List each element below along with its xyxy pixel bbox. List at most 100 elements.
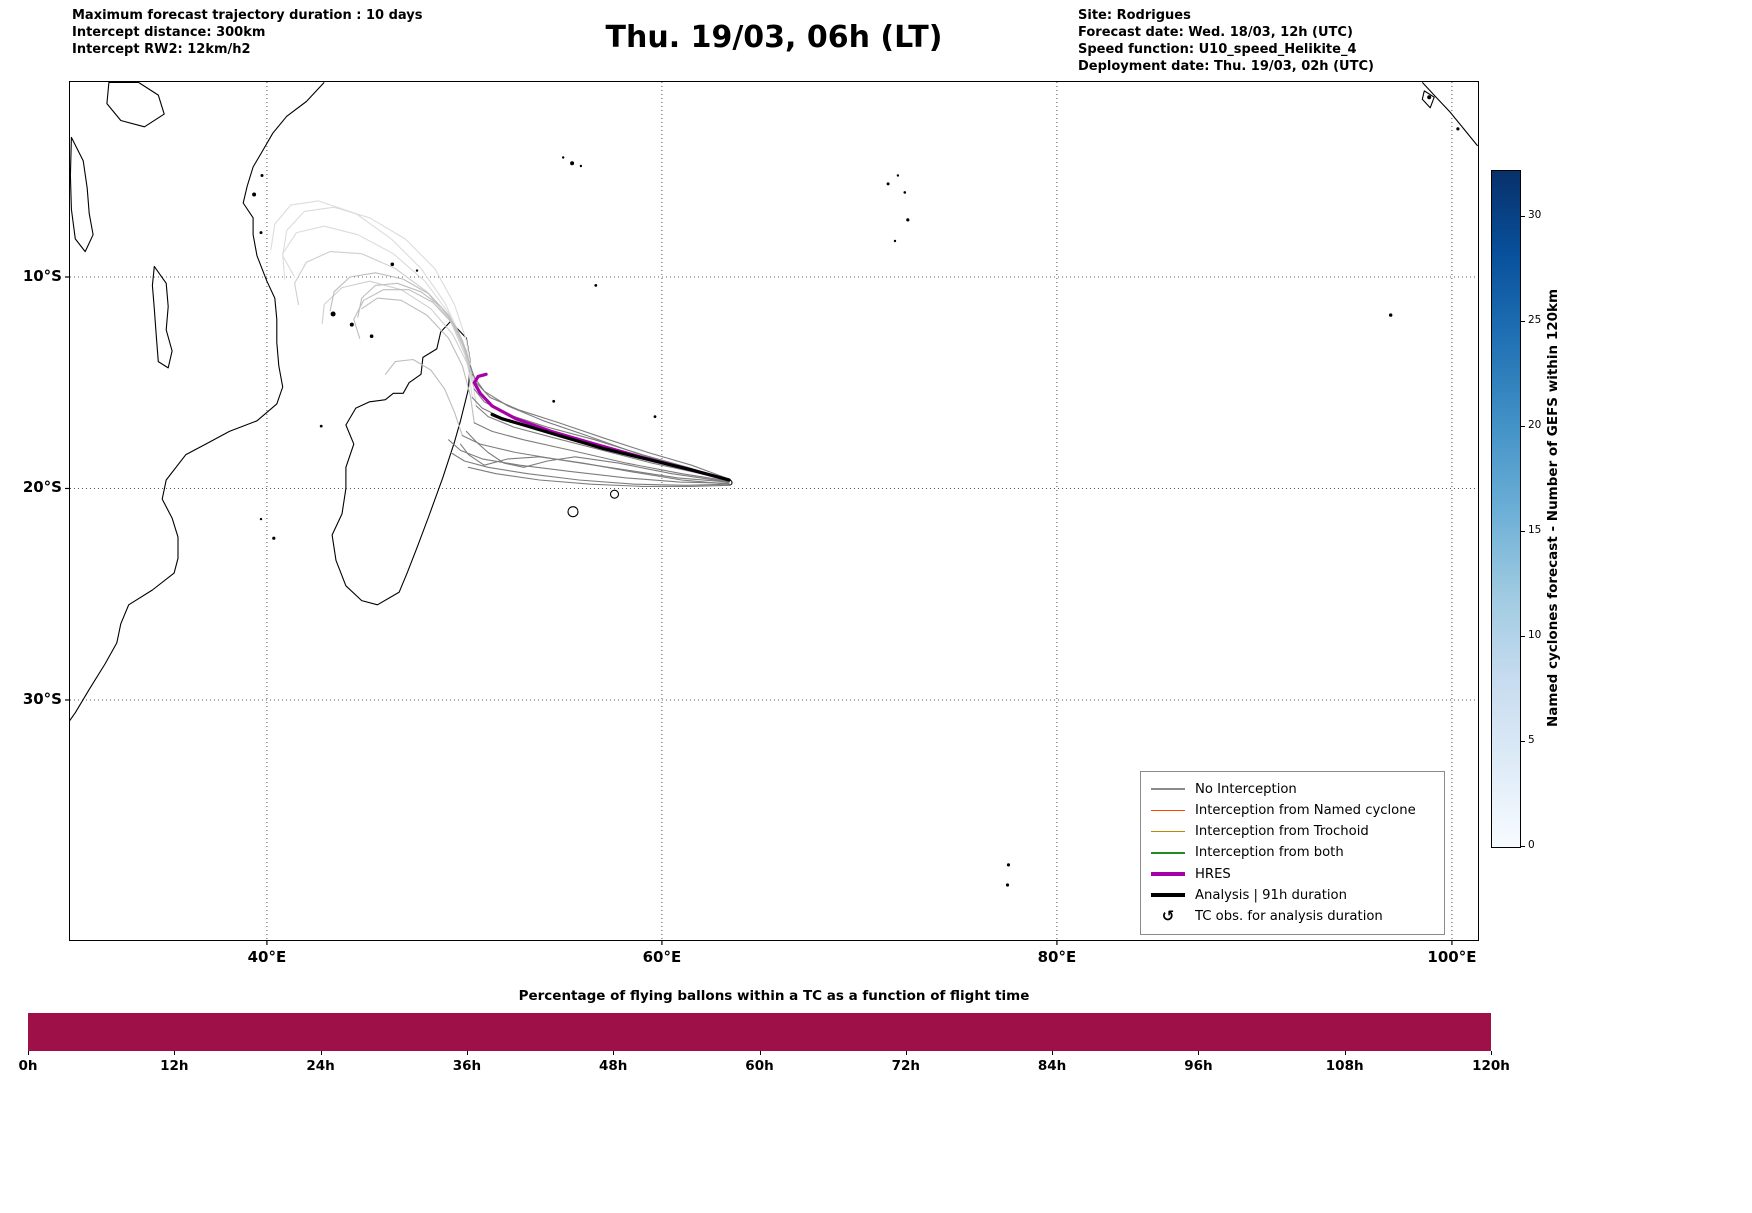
x-tick-label: 100°E	[1427, 948, 1477, 966]
gefs-trajectory	[475, 405, 730, 481]
small-island	[349, 322, 354, 327]
black-line-sample-icon	[1151, 887, 1185, 903]
x-tick-label: 40°E	[247, 948, 287, 966]
intercept-rw2-text: Intercept RW2: 12km/h2	[72, 42, 251, 57]
site-text: Site: Rodrigues	[1078, 8, 1191, 23]
y-tick-label: 20°S	[22, 478, 62, 497]
colorbar-label: Named cyclones forecast - Number of GEFS…	[1545, 288, 1561, 728]
colorbar-tick-label: 15	[1528, 524, 1542, 537]
map-legend: No Interception Interception from Named …	[1140, 770, 1445, 935]
bottom-tick-mark	[320, 1051, 322, 1055]
small-island	[319, 424, 323, 428]
x-tick-label: 60°E	[642, 948, 682, 966]
cyclone-obs-icon: ↺	[1161, 907, 1175, 926]
legend-label: Interception from Named cyclone	[1195, 802, 1416, 818]
small-island	[552, 399, 556, 403]
colorbar-tick-mark	[1520, 846, 1525, 848]
small-island	[594, 284, 598, 287]
trajectory-map	[65, 81, 1479, 945]
bottom-tick-label: 12h	[160, 1058, 189, 1074]
gray-line-sample-icon	[1151, 781, 1185, 797]
bottom-tick-mark	[1491, 1051, 1492, 1055]
colorbar-tick-label: 5	[1528, 734, 1535, 746]
sumatra-coast	[1421, 82, 1479, 147]
legend-item-hres: HRES	[1141, 863, 1444, 884]
legend-label: Interception from Trochoid	[1195, 824, 1369, 840]
bottom-tick-mark	[905, 1051, 907, 1055]
reunion-island	[567, 506, 579, 518]
bottom-tick-mark	[759, 1051, 761, 1055]
y-tick-label: 10°S	[22, 266, 62, 285]
bottom-tick-mark	[174, 1051, 176, 1055]
map-plot: No Interception Interception from Named …	[65, 81, 1479, 945]
legend-line	[1151, 830, 1185, 833]
gefs-trajectory	[465, 430, 730, 483]
gefs-trajectory	[459, 443, 730, 485]
bottom-tick-label: 24h	[306, 1058, 335, 1074]
bottom-tick-mark	[466, 1051, 468, 1055]
small-island	[570, 161, 575, 166]
legend-line	[1151, 893, 1185, 898]
colorbar	[1491, 170, 1521, 848]
colorbar-tick-mark	[1520, 531, 1525, 533]
bottom-tick-label: 0h	[18, 1058, 38, 1074]
legend-line	[1151, 788, 1185, 791]
colorbar-gradient	[1492, 171, 1520, 847]
green-line-sample-icon	[1151, 845, 1185, 861]
small-island	[390, 262, 395, 267]
gefs-trajectory	[448, 439, 730, 484]
forecast-parameters: Maximum forecast trajectory duration : 1…	[72, 7, 423, 58]
legend-line	[1151, 852, 1185, 854]
small-island	[896, 174, 900, 177]
bottom-tick-mark	[1344, 1051, 1346, 1055]
colorbar-tick-mark	[1520, 741, 1525, 743]
gefs-trajectory	[321, 280, 475, 390]
gefs-trajectory	[282, 206, 473, 375]
legend-item-no-interception: No Interception	[1141, 779, 1444, 800]
small-island	[272, 536, 276, 540]
bottom-chart-title: Percentage of flying ballons within a TC…	[518, 988, 1030, 1004]
bottom-tick-label: 96h	[1184, 1058, 1213, 1074]
colorbar-tick-label: 25	[1528, 314, 1542, 327]
small-island	[562, 156, 565, 159]
madagascar	[331, 320, 471, 606]
balloon-percentage-bar	[28, 1013, 1491, 1051]
legend-label: HRES	[1195, 866, 1231, 882]
bottom-tick-label: 120h	[1472, 1058, 1510, 1074]
legend-item-named-cyclone: Interception from Named cyclone	[1141, 800, 1444, 821]
legend-label: Analysis | 91h duration	[1195, 887, 1347, 903]
legend-item-analysis: Analysis | 91h duration	[1141, 885, 1444, 906]
legend-label: TC obs. for analysis duration	[1195, 908, 1383, 924]
small-island	[886, 182, 890, 186]
bottom-tick-label: 72h	[891, 1058, 920, 1074]
small-island	[1427, 95, 1432, 100]
forecast-date-text: Forecast date: Wed. 18/03, 12h (UTC)	[1078, 25, 1353, 40]
gefs-trajectory	[450, 451, 730, 486]
legend-item-trochoid: Interception from Trochoid	[1141, 821, 1444, 842]
lake-malawi	[151, 265, 173, 369]
max-duration-text: Maximum forecast trajectory duration : 1…	[72, 8, 423, 23]
bottom-tick-label: 84h	[1037, 1058, 1067, 1074]
gefs-trajectory	[384, 358, 463, 437]
small-island	[252, 192, 257, 197]
olive-line-sample-icon	[1151, 824, 1185, 840]
bottom-tick-label: 108h	[1325, 1058, 1364, 1074]
small-island	[1006, 863, 1011, 867]
gefs-trajectory	[469, 365, 730, 480]
small-island	[260, 174, 264, 177]
bottom-tick-mark	[1198, 1051, 1200, 1055]
small-island	[906, 218, 910, 222]
gefs-trajectory	[329, 272, 471, 367]
small-island	[1389, 313, 1393, 317]
small-island	[259, 517, 263, 521]
legend-item-tc-obs: ↺ TC obs. for analysis duration	[1141, 906, 1444, 927]
bottom-tick-label: 48h	[598, 1058, 628, 1074]
gefs-trajectory	[294, 251, 475, 384]
small-island	[893, 239, 897, 243]
gefs-trajectory	[353, 289, 473, 375]
bottom-tick-label: 36h	[452, 1058, 482, 1074]
bottom-tick-mark	[1052, 1051, 1054, 1055]
small-island	[1456, 127, 1460, 131]
intercept-distance-text: Intercept distance: 300km	[72, 25, 266, 40]
small-island	[369, 334, 374, 338]
